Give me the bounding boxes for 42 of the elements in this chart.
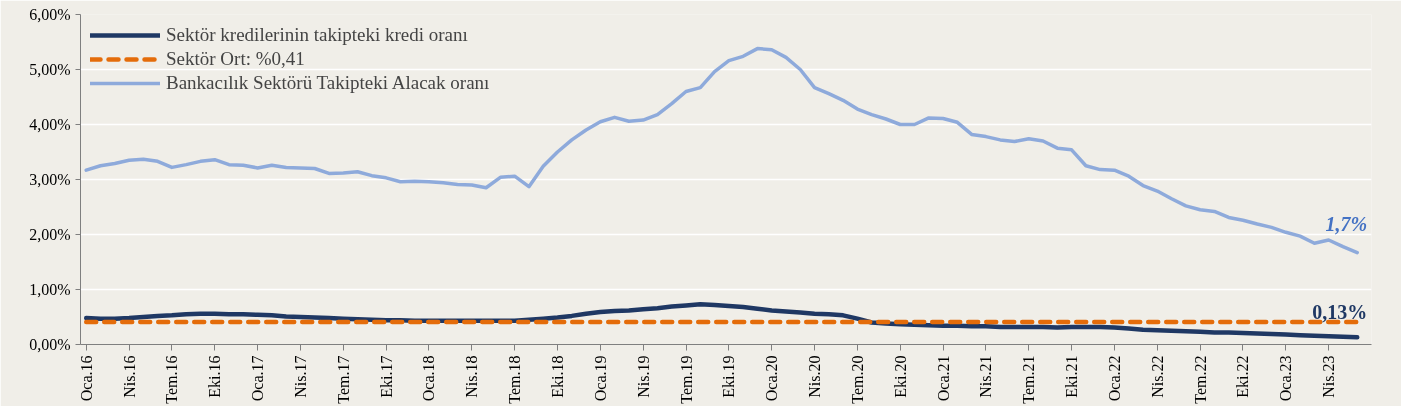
x-tick-label: Tem.16 xyxy=(163,355,181,404)
x-tick-label: Oca.22 xyxy=(1105,355,1123,402)
annotation: 0,13% xyxy=(1312,301,1368,324)
x-tick-label: Nis.23 xyxy=(1320,355,1338,398)
x-tick-label: Eki.16 xyxy=(206,355,224,398)
y-tick-label: 5,00% xyxy=(29,61,71,78)
x-tick-label: Oca.18 xyxy=(420,355,438,402)
annotation: 1,7% xyxy=(1325,213,1368,235)
x-tick-label: Oca.16 xyxy=(77,355,95,402)
x-tick-label: Eki.22 xyxy=(1234,355,1252,398)
legend-label: Sektör kredilerinin takipteki kredi oranı xyxy=(166,24,468,46)
x-tick-label: Oca.19 xyxy=(591,355,609,402)
x-tick-label: Nis.18 xyxy=(463,355,481,398)
x-tick-label: Eki.19 xyxy=(720,355,738,398)
x-tick-label: Oca.20 xyxy=(763,355,781,402)
x-tick-label: Eki.18 xyxy=(548,355,566,398)
x-tick-label: Tem.17 xyxy=(334,355,352,404)
x-tick-label: Nis.22 xyxy=(1148,355,1166,398)
y-tick-label: 4,00% xyxy=(29,116,71,133)
x-tick-label: Nis.20 xyxy=(806,355,824,398)
x-tick-label: Tem.22 xyxy=(1191,355,1209,404)
x-tick-label: Eki.20 xyxy=(891,355,909,398)
x-tick-label: Oca.17 xyxy=(249,355,267,402)
x-tick-label: Tem.21 xyxy=(1020,355,1038,404)
x-tick-label: Tem.20 xyxy=(848,355,866,404)
legend-label: Bankacılık Sektörü Takipteki Alacak oranı xyxy=(166,72,490,94)
x-tick-label: Eki.21 xyxy=(1063,355,1081,398)
x-tick-label: Eki.17 xyxy=(377,355,395,398)
y-tick-label: 0,00% xyxy=(29,336,71,353)
x-tick-label: Oca.23 xyxy=(1277,355,1295,402)
y-tick-label: 3,00% xyxy=(29,171,71,188)
x-tick-label: Tem.18 xyxy=(506,355,524,404)
y-tick-label: 1,00% xyxy=(29,281,71,298)
x-tick-label: Oca.21 xyxy=(934,355,952,402)
x-tick-label: Tem.19 xyxy=(677,355,695,404)
y-tick-label: 2,00% xyxy=(29,226,71,243)
legend-label: Sektör Ort: %0,41 xyxy=(166,48,305,70)
x-tick-label: Nis.17 xyxy=(291,355,309,398)
x-tick-label: Nis.19 xyxy=(634,355,652,398)
x-tick-label: Nis.16 xyxy=(120,355,138,398)
y-tick-label: 6,00% xyxy=(29,6,71,23)
x-tick-label: Nis.21 xyxy=(977,355,995,398)
